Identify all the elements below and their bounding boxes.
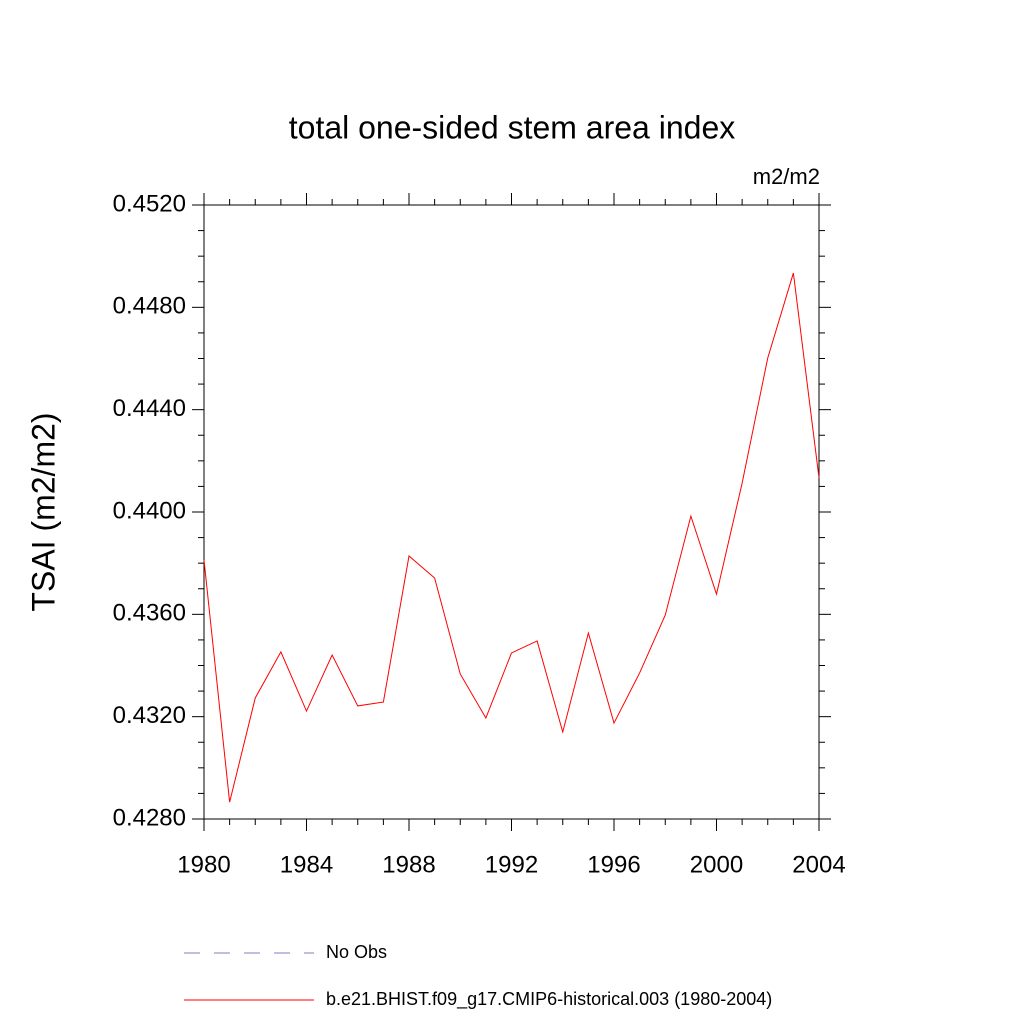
y-tick-label: 0.4480 (113, 293, 186, 320)
legend-label: b.e21.BHIST.f09_g17.CMIP6-historical.003… (326, 989, 772, 1010)
data-line (203, 272, 820, 803)
y-tick-label: 0.4440 (113, 395, 186, 422)
y-axis-label: TSAI (m2/m2) (25, 412, 61, 611)
plot-frame (203, 204, 820, 820)
y-tick-label: 0.4520 (113, 190, 186, 217)
x-tick-label: 2004 (792, 851, 845, 878)
x-tick-label: 2000 (690, 851, 743, 878)
x-tick-label: 1996 (587, 851, 640, 878)
units-label: m2/m2 (753, 164, 820, 189)
chart-title: total one-sided stem area index (289, 109, 735, 145)
x-tick-label: 1984 (280, 851, 333, 878)
x-tick-label: 1992 (485, 851, 538, 878)
legend-label: No Obs (326, 942, 387, 962)
y-tick-label: 0.4360 (113, 600, 186, 627)
y-tick-label: 0.4280 (113, 804, 186, 831)
y-tick-label: 0.4400 (113, 497, 186, 524)
y-tick-label: 0.4320 (113, 702, 186, 729)
x-tick-label: 1980 (177, 851, 230, 878)
x-tick-label: 1988 (382, 851, 435, 878)
